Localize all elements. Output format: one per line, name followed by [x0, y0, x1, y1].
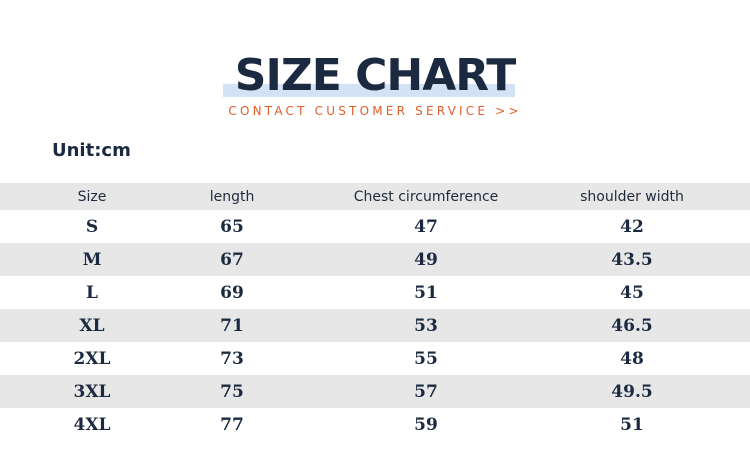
cell-chest: 59 — [414, 414, 438, 435]
header-size: Size — [77, 188, 107, 205]
cell-shoulder: 49.5 — [611, 381, 653, 402]
size-table: Size length Chest circumference shoulder… — [0, 183, 750, 441]
header-shoulder-width: shoulder width — [580, 188, 684, 205]
table-row: XL 71 53 46.5 — [0, 309, 750, 342]
cell-length: 71 — [220, 315, 244, 336]
cell-chest: 49 — [414, 249, 438, 270]
table-row: 3XL 75 57 49.5 — [0, 375, 750, 408]
cell-chest: 53 — [414, 315, 438, 336]
cell-length: 65 — [220, 216, 244, 237]
cell-length: 73 — [220, 348, 244, 369]
cell-size: M — [82, 249, 102, 270]
cell-chest: 51 — [414, 282, 438, 303]
cell-length: 75 — [220, 381, 244, 402]
header-length: length — [209, 188, 255, 205]
table-row: M 67 49 43.5 — [0, 243, 750, 276]
cell-size: 4XL — [73, 414, 111, 435]
cell-chest: 57 — [414, 381, 438, 402]
table-row: S 65 47 42 — [0, 210, 750, 243]
cell-size: L — [86, 282, 98, 303]
table-header-row: Size length Chest circumference shoulder… — [0, 183, 750, 210]
cell-chest: 55 — [414, 348, 438, 369]
cell-chest: 47 — [414, 216, 438, 237]
title-highlight-bar — [223, 84, 515, 97]
cell-size: XL — [79, 315, 105, 336]
unit-label: Unit:cm — [52, 140, 131, 161]
table-row: L 69 51 45 — [0, 276, 750, 309]
page-title: SIZE CHART — [234, 50, 516, 101]
cell-shoulder: 48 — [620, 348, 644, 369]
cell-shoulder: 51 — [620, 414, 644, 435]
cell-shoulder: 42 — [620, 216, 644, 237]
cell-shoulder: 45 — [620, 282, 644, 303]
cell-shoulder: 46.5 — [611, 315, 653, 336]
cell-size: 2XL — [73, 348, 111, 369]
cell-size: S — [85, 216, 99, 237]
cell-shoulder: 43.5 — [611, 249, 653, 270]
table-row: 2XL 73 55 48 — [0, 342, 750, 375]
cell-length: 67 — [220, 249, 244, 270]
cell-length: 69 — [220, 282, 244, 303]
header-chest-circumference: Chest circumference — [353, 188, 499, 205]
contact-customer-service-link[interactable]: CONTACT CUSTOMER SERVICE >> — [228, 104, 522, 118]
cell-size: 3XL — [73, 381, 111, 402]
cell-length: 77 — [220, 414, 244, 435]
table-row: 4XL 77 59 51 — [0, 408, 750, 441]
